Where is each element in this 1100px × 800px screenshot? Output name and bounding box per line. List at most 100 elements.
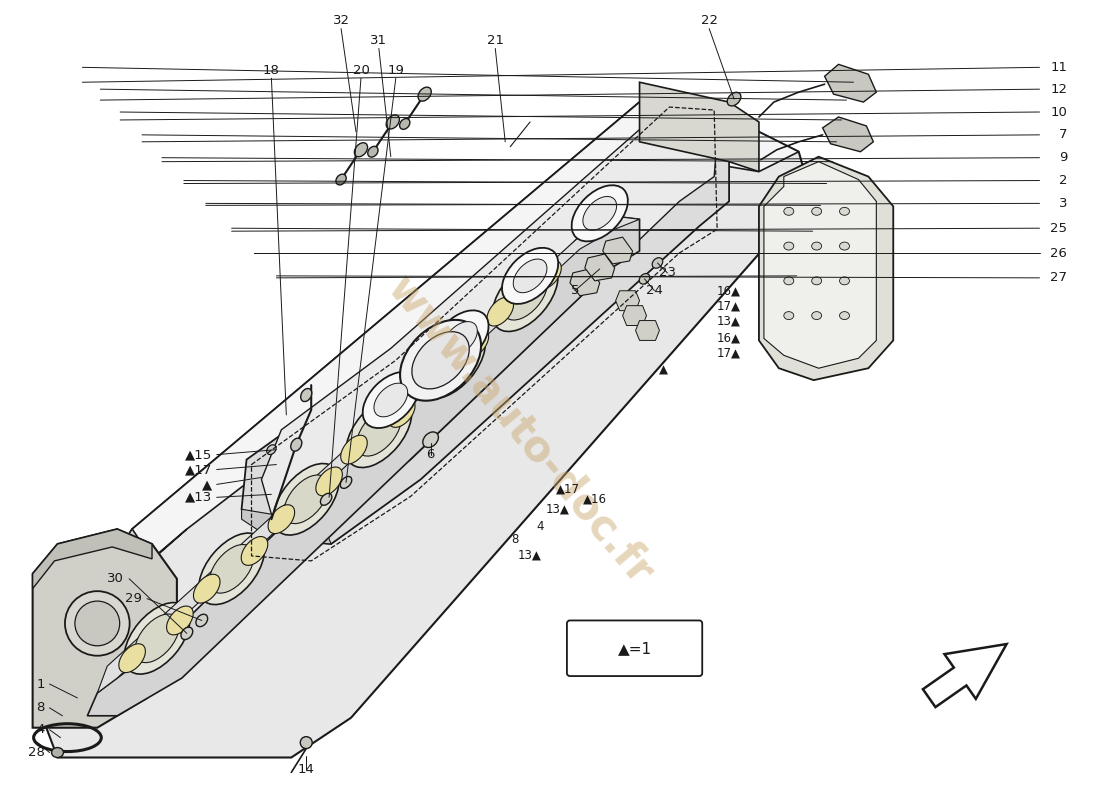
Polygon shape xyxy=(132,102,799,559)
Polygon shape xyxy=(616,290,639,310)
Text: 13▲: 13▲ xyxy=(546,502,570,516)
Polygon shape xyxy=(636,321,659,341)
Text: 19: 19 xyxy=(387,64,404,77)
Ellipse shape xyxy=(209,545,254,593)
Text: ▲: ▲ xyxy=(201,478,211,491)
Text: 20: 20 xyxy=(352,64,370,77)
Text: 11: 11 xyxy=(1050,61,1067,74)
Ellipse shape xyxy=(284,475,329,524)
Text: 17▲: 17▲ xyxy=(717,347,741,360)
Ellipse shape xyxy=(194,574,220,603)
Ellipse shape xyxy=(415,366,441,395)
Ellipse shape xyxy=(420,326,485,398)
Ellipse shape xyxy=(812,312,822,319)
Text: 27: 27 xyxy=(1050,271,1067,284)
Ellipse shape xyxy=(268,505,295,534)
Text: 8: 8 xyxy=(512,533,519,546)
Ellipse shape xyxy=(388,398,415,427)
Ellipse shape xyxy=(119,644,145,673)
Text: 3: 3 xyxy=(1059,197,1067,210)
Ellipse shape xyxy=(812,207,822,215)
FancyBboxPatch shape xyxy=(566,621,702,676)
Ellipse shape xyxy=(639,274,650,284)
Ellipse shape xyxy=(290,438,301,451)
Ellipse shape xyxy=(386,115,399,129)
Text: 26: 26 xyxy=(1050,246,1067,259)
Ellipse shape xyxy=(583,197,617,230)
Polygon shape xyxy=(87,216,639,716)
Text: 5: 5 xyxy=(571,284,579,298)
Polygon shape xyxy=(33,529,152,589)
Ellipse shape xyxy=(124,602,190,674)
Polygon shape xyxy=(823,117,873,152)
Ellipse shape xyxy=(727,92,741,106)
Text: 14: 14 xyxy=(298,763,315,776)
Text: 16▲: 16▲ xyxy=(717,332,741,345)
Ellipse shape xyxy=(65,591,130,656)
Text: ▲16: ▲16 xyxy=(583,493,607,506)
Polygon shape xyxy=(63,529,187,663)
Ellipse shape xyxy=(422,432,439,447)
Ellipse shape xyxy=(839,277,849,285)
Text: 4: 4 xyxy=(36,723,45,736)
Ellipse shape xyxy=(340,477,352,488)
Ellipse shape xyxy=(784,207,794,215)
Polygon shape xyxy=(763,162,877,368)
Text: 13▲: 13▲ xyxy=(518,549,542,562)
Text: 9: 9 xyxy=(1059,151,1067,164)
Ellipse shape xyxy=(182,627,192,639)
Ellipse shape xyxy=(503,271,548,320)
Ellipse shape xyxy=(363,372,419,428)
Ellipse shape xyxy=(784,312,794,319)
Ellipse shape xyxy=(411,332,470,389)
Text: 29: 29 xyxy=(125,592,142,605)
Polygon shape xyxy=(262,112,719,519)
Ellipse shape xyxy=(462,329,488,358)
Ellipse shape xyxy=(300,389,311,402)
Polygon shape xyxy=(825,64,877,102)
Ellipse shape xyxy=(839,207,849,215)
Ellipse shape xyxy=(346,396,411,467)
Ellipse shape xyxy=(134,614,179,662)
Text: 4: 4 xyxy=(537,520,543,533)
Ellipse shape xyxy=(341,435,367,464)
Ellipse shape xyxy=(367,146,378,157)
Text: ▲15: ▲15 xyxy=(185,448,211,461)
Polygon shape xyxy=(639,82,759,171)
Ellipse shape xyxy=(75,601,120,646)
Ellipse shape xyxy=(784,277,794,285)
Text: 17▲: 17▲ xyxy=(717,299,741,312)
Ellipse shape xyxy=(399,118,410,130)
Ellipse shape xyxy=(52,747,64,758)
Text: 28: 28 xyxy=(28,746,45,759)
Polygon shape xyxy=(585,254,615,281)
Polygon shape xyxy=(623,306,647,326)
Ellipse shape xyxy=(784,242,794,250)
Polygon shape xyxy=(570,269,600,296)
Ellipse shape xyxy=(354,142,367,157)
Ellipse shape xyxy=(166,606,194,635)
Ellipse shape xyxy=(199,533,264,605)
Text: ▲17: ▲17 xyxy=(185,463,211,476)
Ellipse shape xyxy=(839,312,849,319)
Text: 13▲: 13▲ xyxy=(717,314,741,327)
Ellipse shape xyxy=(374,383,408,417)
Text: www.auto-doc.fr: www.auto-doc.fr xyxy=(378,267,661,593)
Text: ▲17: ▲17 xyxy=(556,483,580,496)
Text: 32: 32 xyxy=(332,14,350,27)
Text: 22: 22 xyxy=(701,14,717,27)
Ellipse shape xyxy=(502,248,558,304)
Ellipse shape xyxy=(316,467,342,496)
Text: 10: 10 xyxy=(1050,106,1067,118)
Polygon shape xyxy=(43,102,808,758)
Text: ▲: ▲ xyxy=(659,364,669,377)
Ellipse shape xyxy=(493,260,558,331)
Text: 12: 12 xyxy=(1050,82,1067,96)
Text: ▲13: ▲13 xyxy=(185,491,211,504)
Ellipse shape xyxy=(572,186,628,242)
Ellipse shape xyxy=(652,258,662,268)
Polygon shape xyxy=(242,112,729,544)
Text: 8: 8 xyxy=(36,702,45,714)
Text: 23: 23 xyxy=(659,266,675,279)
Text: 18: 18 xyxy=(263,64,279,77)
